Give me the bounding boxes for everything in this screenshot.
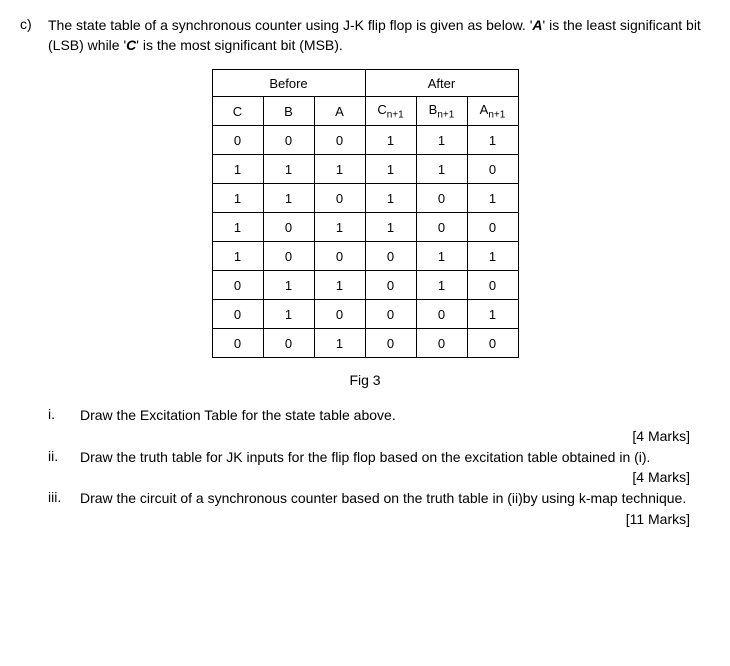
table-cell: 0 — [212, 300, 263, 329]
table-cell: 0 — [314, 126, 365, 155]
table-row: 100011 — [212, 242, 518, 271]
col-cn: Cn+1 — [365, 97, 416, 126]
table-cell: 0 — [314, 184, 365, 213]
subpart-label: iii. — [48, 489, 80, 505]
table-row: 011010 — [212, 271, 518, 300]
subpart-label: ii. — [48, 448, 80, 464]
figure-caption: Fig 3 — [20, 372, 710, 388]
qtext-3: C — [126, 37, 136, 53]
col-bn: Bn+1 — [416, 97, 467, 126]
table-cell: 0 — [365, 329, 416, 358]
table-cell: 0 — [212, 329, 263, 358]
table-cell: 1 — [365, 184, 416, 213]
subpart-row: iii.Draw the circuit of a synchronous co… — [48, 489, 710, 509]
table-row: 010001 — [212, 300, 518, 329]
table-cell: 0 — [365, 242, 416, 271]
table-cell: 0 — [467, 271, 518, 300]
table-cell: 1 — [416, 155, 467, 184]
subpart-marks: [11 Marks] — [20, 511, 690, 527]
table-cell: 1 — [314, 155, 365, 184]
col-b: B — [263, 97, 314, 126]
table-cell: 1 — [314, 329, 365, 358]
table-cell: 0 — [365, 271, 416, 300]
table-body: 0001111111101101011011001000110110100100… — [212, 126, 518, 358]
group-after: After — [365, 70, 518, 97]
table-cell: 0 — [263, 329, 314, 358]
table-cell: 0 — [263, 242, 314, 271]
table-row: 000111 — [212, 126, 518, 155]
table-cell: 0 — [416, 329, 467, 358]
table-cell: 1 — [416, 271, 467, 300]
table-cell: 1 — [212, 213, 263, 242]
table-cell: 1 — [314, 271, 365, 300]
subpart-row: i.Draw the Excitation Table for the stat… — [48, 406, 710, 426]
col-bn-sub: n+1 — [437, 109, 454, 120]
table-cell: 0 — [263, 126, 314, 155]
col-c: C — [212, 97, 263, 126]
table-cell: 0 — [314, 242, 365, 271]
col-cn-base: C — [377, 102, 386, 117]
state-table: Before After C B A Cn+1 Bn+1 An+1 000111… — [212, 69, 519, 358]
table-cell: 1 — [467, 184, 518, 213]
subpart-text: Draw the Excitation Table for the state … — [80, 406, 710, 426]
qtext-0: The state table of a synchronous counter… — [48, 17, 532, 33]
table-cell: 1 — [314, 213, 365, 242]
table-row: 110101 — [212, 184, 518, 213]
table-cell: 0 — [212, 271, 263, 300]
table-cell: 0 — [212, 126, 263, 155]
table-row: 101100 — [212, 213, 518, 242]
table-cell: 1 — [212, 155, 263, 184]
table-cell: 0 — [416, 213, 467, 242]
table-cell: 1 — [365, 126, 416, 155]
subparts-container: i.Draw the Excitation Table for the stat… — [20, 406, 710, 527]
table-cell: 1 — [467, 300, 518, 329]
question-label: c) — [20, 16, 48, 32]
col-cn-sub: n+1 — [387, 109, 404, 120]
table-cell: 0 — [416, 184, 467, 213]
table-cell: 1 — [263, 184, 314, 213]
table-cell: 0 — [467, 329, 518, 358]
col-a: A — [314, 97, 365, 126]
table-cell: 0 — [263, 213, 314, 242]
question-c: c) The state table of a synchronous coun… — [20, 16, 710, 55]
table-cell: 1 — [416, 242, 467, 271]
qtext-4: ' is the most significant bit (MSB). — [136, 37, 343, 53]
table-cell: 1 — [467, 242, 518, 271]
table-cell: 1 — [467, 126, 518, 155]
subpart-marks: [4 Marks] — [20, 469, 690, 485]
col-an: An+1 — [467, 97, 518, 126]
table-cell: 1 — [416, 126, 467, 155]
table-cell: 0 — [314, 300, 365, 329]
table-cell: 1 — [263, 300, 314, 329]
table-cell: 0 — [365, 300, 416, 329]
subpart-text: Draw the truth table for JK inputs for t… — [80, 448, 710, 468]
table-header-row: C B A Cn+1 Bn+1 An+1 — [212, 97, 518, 126]
table-cell: 1 — [212, 242, 263, 271]
qtext-1: A — [532, 17, 542, 33]
subpart-label: i. — [48, 406, 80, 422]
group-before: Before — [212, 70, 365, 97]
table-cell: 0 — [467, 213, 518, 242]
table-cell: 1 — [263, 271, 314, 300]
table-cell: 0 — [416, 300, 467, 329]
table-cell: 1 — [263, 155, 314, 184]
table-row: 001000 — [212, 329, 518, 358]
subpart-marks: [4 Marks] — [20, 428, 690, 444]
table-row: 111110 — [212, 155, 518, 184]
table-group-row: Before After — [212, 70, 518, 97]
table-cell: 1 — [212, 184, 263, 213]
col-an-sub: n+1 — [488, 109, 505, 120]
question-text: The state table of a synchronous counter… — [48, 16, 710, 55]
table-cell: 1 — [365, 213, 416, 242]
table-cell: 0 — [467, 155, 518, 184]
subpart-text: Draw the circuit of a synchronous counte… — [80, 489, 710, 509]
state-table-wrap: Before After C B A Cn+1 Bn+1 An+1 000111… — [20, 69, 710, 358]
subpart-row: ii.Draw the truth table for JK inputs fo… — [48, 448, 710, 468]
table-cell: 1 — [365, 155, 416, 184]
